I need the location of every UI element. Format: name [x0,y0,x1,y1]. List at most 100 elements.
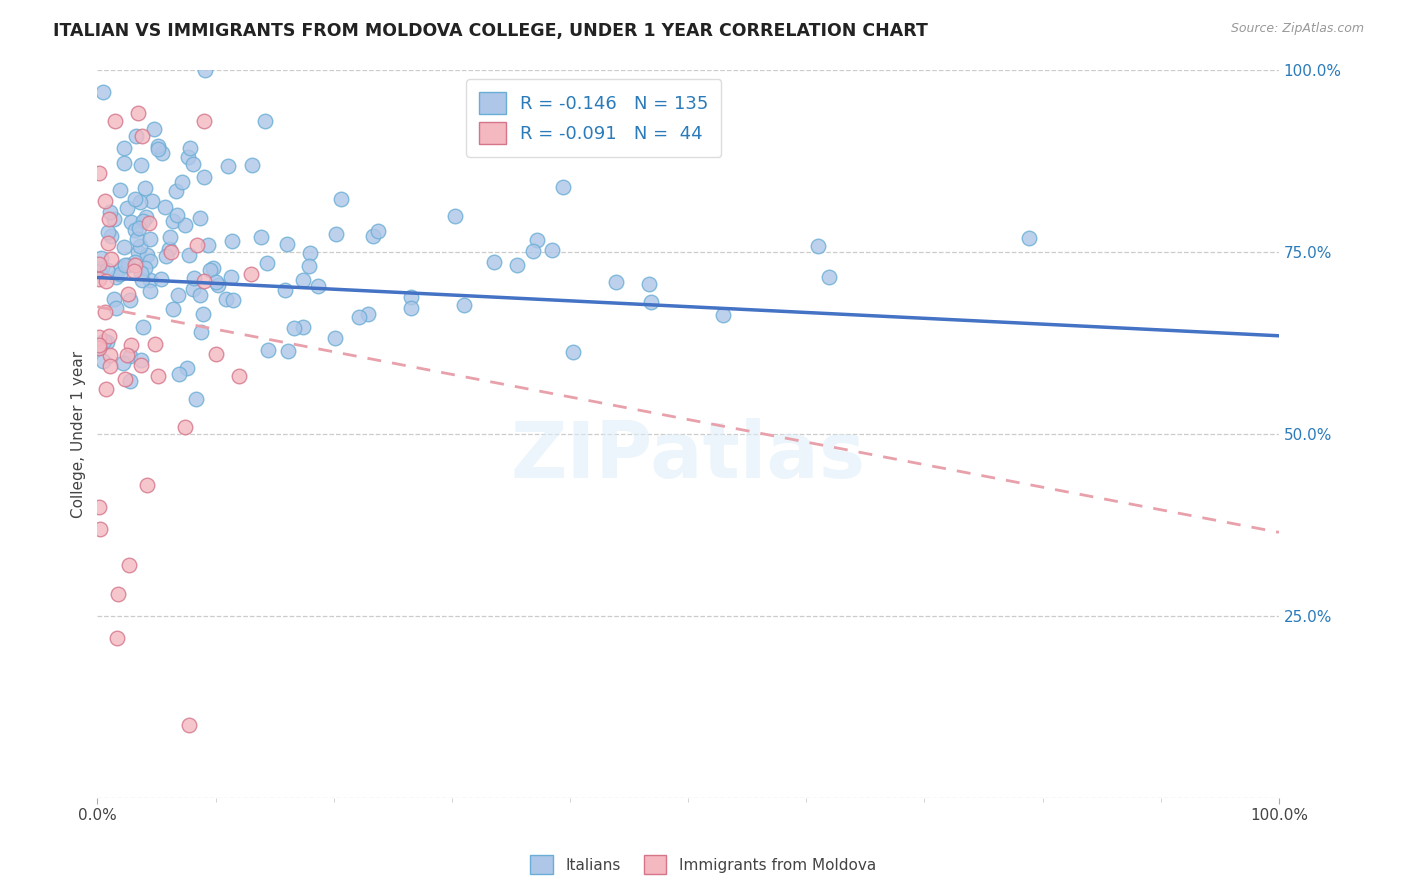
Point [100,252,122,266]
Point [274,283,297,297]
Point [817,269,839,284]
Point [112,156,135,170]
Point [93,305,115,319]
Point [640,294,662,309]
Point [112,141,135,155]
Point [191,307,214,321]
Point [217,159,239,173]
Point [131,320,153,334]
Point [110,267,132,281]
Point [91,85,114,99]
Point [197,237,219,252]
Text: Source: ZipAtlas.com: Source: ZipAtlas.com [1230,22,1364,36]
Point [165,184,187,198]
Point [120,349,142,363]
Point [97,211,120,226]
Point [143,336,166,351]
Point [159,230,181,244]
Text: ZIPatlas: ZIPatlas [510,417,866,494]
Point [357,307,380,321]
Point [167,367,190,381]
Point [166,208,188,222]
Legend: R = -0.146   N = 135, R = -0.091   N =  44: R = -0.146 N = 135, R = -0.091 N = 44 [465,79,721,157]
Point [127,245,149,260]
Point [160,244,183,259]
Point [111,356,134,370]
Point [167,287,190,301]
Point [91,261,114,276]
Point [115,348,138,362]
Point [170,175,193,189]
Point [108,183,131,197]
Point [89,522,111,536]
Point [176,361,198,376]
Point [239,268,262,282]
Point [129,195,152,210]
Point [254,114,277,128]
Point [97,329,120,343]
Point [148,369,170,384]
Point [110,261,132,276]
Point [399,301,422,315]
Point [276,237,298,252]
Point [124,192,146,206]
Point [139,253,162,268]
Point [1018,231,1040,245]
Point [87,341,110,355]
Point [129,239,152,253]
Point [207,277,229,292]
Point [201,261,224,276]
Point [87,257,110,271]
Point [179,718,201,732]
Point [115,201,138,215]
Point [93,334,115,349]
Point [562,344,585,359]
Point [97,225,120,239]
Point [219,270,242,285]
Point [103,292,125,306]
Point [96,335,118,350]
Point [122,264,145,278]
Point [215,293,238,307]
Point [105,301,128,315]
Point [283,321,305,335]
Point [135,211,157,225]
Point [89,330,111,344]
Point [325,227,347,241]
Point [105,631,128,645]
Point [134,181,156,195]
Point [104,113,127,128]
Point [204,347,226,361]
Point [129,266,152,280]
Point [129,352,152,367]
Point [222,293,245,308]
Point [193,114,215,128]
Point [256,256,278,270]
Point [205,275,228,289]
Point [221,234,243,248]
Point [94,382,117,396]
Point [114,372,136,386]
Point [120,293,142,308]
Point [193,274,215,288]
Point [190,325,212,339]
Point [103,211,125,226]
Point [131,273,153,287]
Point [131,158,153,172]
Point [177,248,200,262]
Point [256,343,278,358]
Point [228,368,250,383]
Point [183,157,205,171]
Point [453,298,475,312]
Point [107,587,129,601]
Point [179,141,201,155]
Point [250,230,273,244]
Point [183,271,205,285]
Point [117,287,139,301]
Point [90,252,112,266]
Point [347,310,370,325]
Point [174,219,197,233]
Point [132,214,155,228]
Point [174,420,197,434]
Point [114,258,136,272]
